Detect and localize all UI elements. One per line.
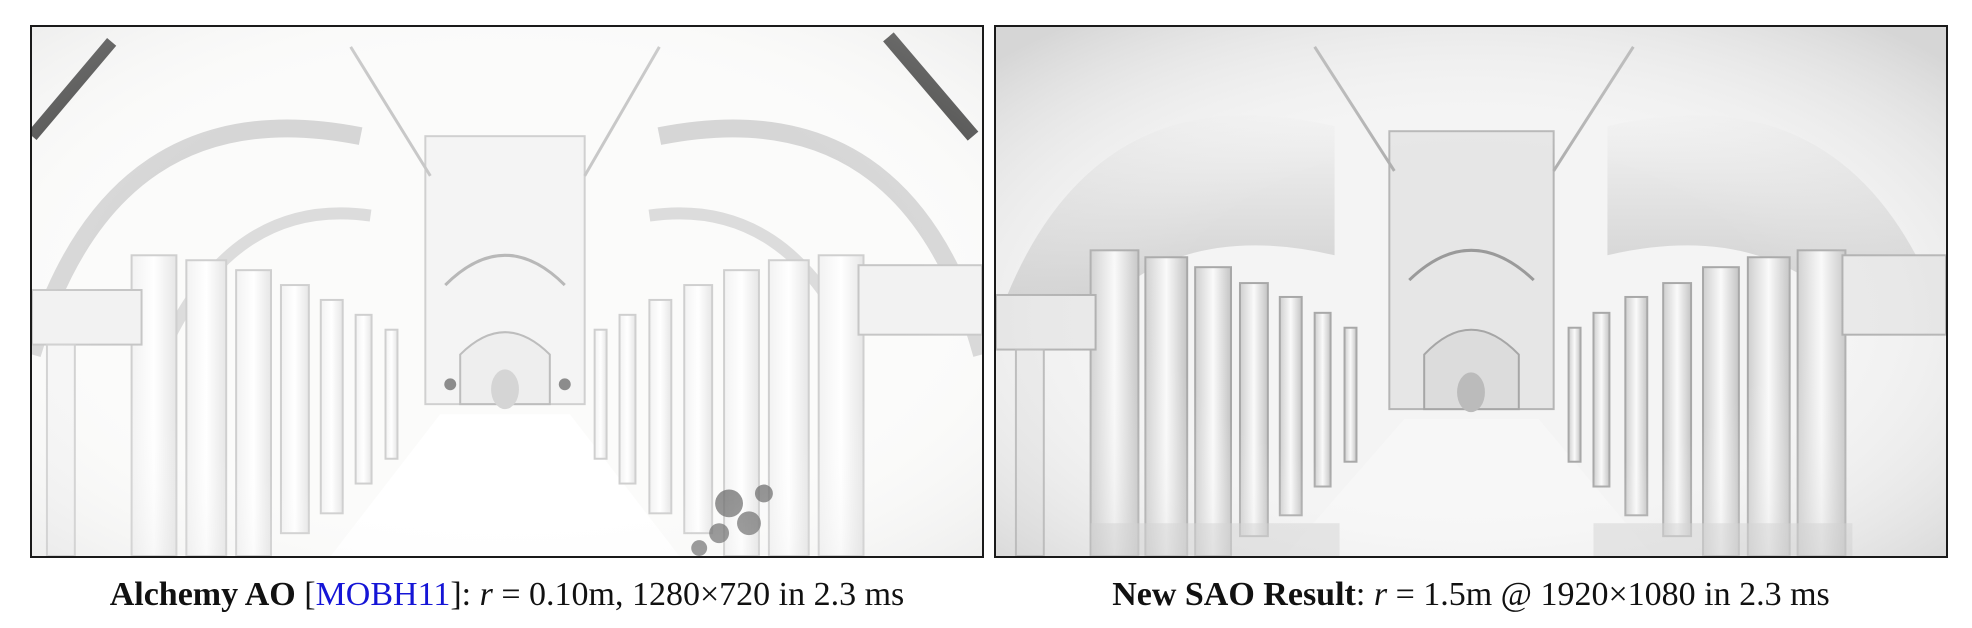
caption-method: New SAO Result xyxy=(1112,576,1356,613)
caption-bracket-close: ]: xyxy=(450,576,480,613)
caption-params: = 0.10m, 1280×720 in 2.3 ms xyxy=(492,576,905,613)
sao-result-image xyxy=(994,25,1948,558)
caption-alchemy-ao: Alchemy AO [MOBH11]: r = 0.10m, 1280×720… xyxy=(30,570,984,620)
sao-result-render xyxy=(996,27,1946,556)
alchemy-ao-image xyxy=(30,25,984,558)
caption-separator: : xyxy=(1355,576,1374,613)
caption-params: = 1.5m @ 1920×1080 in 2.3 ms xyxy=(1387,576,1830,613)
citation-link[interactable]: MOBH11 xyxy=(315,576,451,613)
alchemy-ao-render xyxy=(32,27,982,556)
caption-radius-var: r xyxy=(479,576,493,613)
caption-method: Alchemy AO xyxy=(109,576,296,613)
caption-bracket-open: [ xyxy=(295,576,316,613)
caption-radius-var: r xyxy=(1373,576,1388,613)
caption-sao-result: New SAO Result: r = 1.5m @ 1920×1080 in … xyxy=(994,570,1948,620)
